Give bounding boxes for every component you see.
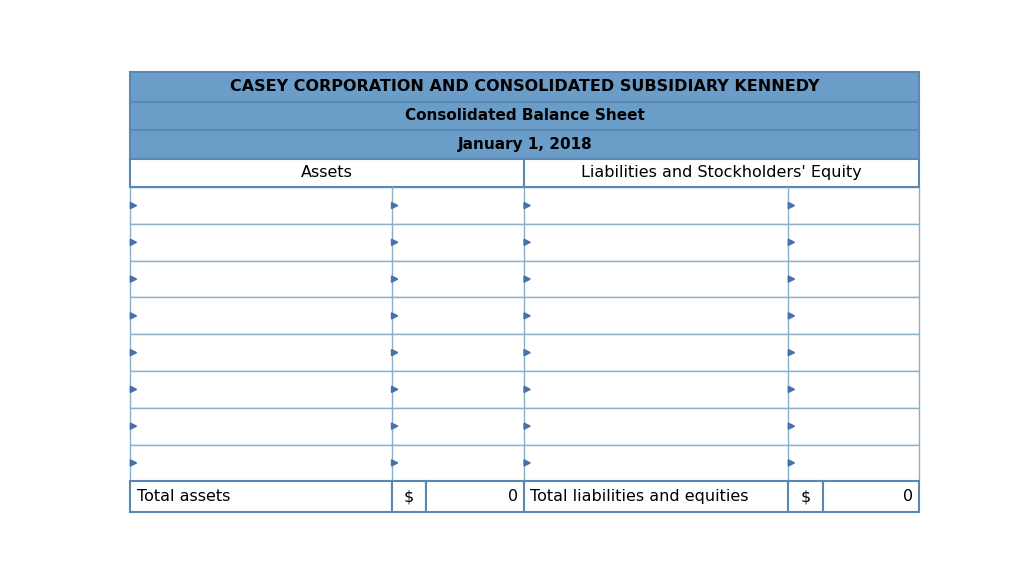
Polygon shape <box>524 276 530 282</box>
Text: 0: 0 <box>903 489 913 504</box>
Text: Total liabilities and equities: Total liabilities and equities <box>530 489 749 504</box>
Polygon shape <box>130 423 136 429</box>
Polygon shape <box>788 350 795 355</box>
Text: January 1, 2018: January 1, 2018 <box>458 137 592 152</box>
Polygon shape <box>130 460 136 466</box>
Bar <box>130 187 920 224</box>
Bar <box>391 481 426 512</box>
Text: Assets: Assets <box>301 165 353 180</box>
Polygon shape <box>391 313 397 319</box>
Bar <box>130 298 920 334</box>
Polygon shape <box>788 276 795 282</box>
Polygon shape <box>391 350 397 355</box>
Bar <box>130 224 920 261</box>
Polygon shape <box>524 350 530 355</box>
Bar <box>130 481 391 512</box>
Polygon shape <box>130 239 136 246</box>
Bar <box>130 444 920 481</box>
Polygon shape <box>391 276 397 282</box>
Text: Consolidated Balance Sheet: Consolidated Balance Sheet <box>404 109 645 124</box>
Bar <box>130 130 920 159</box>
Polygon shape <box>391 386 397 392</box>
Polygon shape <box>524 202 530 209</box>
Text: Total assets: Total assets <box>136 489 230 504</box>
Bar <box>130 261 920 298</box>
Polygon shape <box>788 202 795 209</box>
Bar <box>426 481 524 512</box>
Polygon shape <box>788 239 795 246</box>
Polygon shape <box>130 386 136 392</box>
Polygon shape <box>130 313 136 319</box>
Bar <box>823 481 920 512</box>
Bar <box>130 159 920 187</box>
Polygon shape <box>130 202 136 209</box>
Polygon shape <box>130 276 136 282</box>
Bar <box>130 371 920 407</box>
Text: CASEY CORPORATION AND CONSOLIDATED SUBSIDIARY KENNEDY: CASEY CORPORATION AND CONSOLIDATED SUBSI… <box>230 79 819 94</box>
Polygon shape <box>788 460 795 466</box>
Polygon shape <box>524 313 530 319</box>
Polygon shape <box>524 460 530 466</box>
Text: $: $ <box>801 489 811 504</box>
Polygon shape <box>788 423 795 429</box>
Bar <box>130 72 920 102</box>
Polygon shape <box>391 202 397 209</box>
Polygon shape <box>524 386 530 392</box>
Text: $: $ <box>403 489 414 504</box>
Text: Liabilities and Stockholders' Equity: Liabilities and Stockholders' Equity <box>582 165 862 180</box>
Polygon shape <box>788 386 795 392</box>
Bar <box>524 481 788 512</box>
Bar <box>130 334 920 371</box>
Polygon shape <box>788 313 795 319</box>
Polygon shape <box>130 350 136 355</box>
Bar <box>130 102 920 130</box>
Polygon shape <box>391 239 397 246</box>
Bar <box>130 407 920 444</box>
Polygon shape <box>524 423 530 429</box>
Bar <box>788 481 823 512</box>
Polygon shape <box>524 239 530 246</box>
Text: 0: 0 <box>508 489 518 504</box>
Polygon shape <box>391 460 397 466</box>
Polygon shape <box>391 423 397 429</box>
